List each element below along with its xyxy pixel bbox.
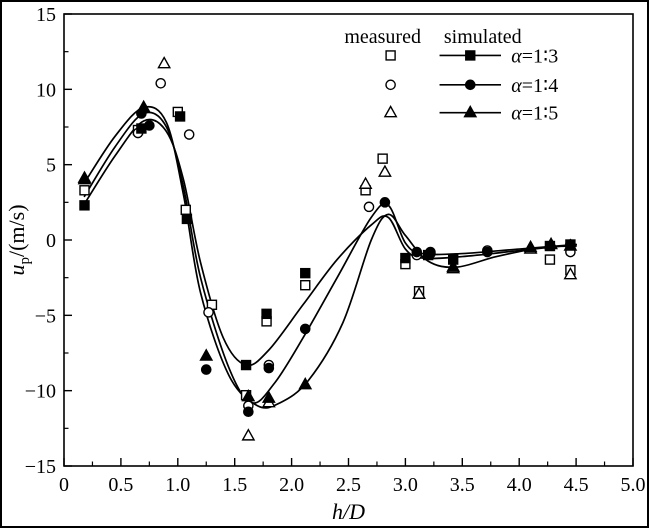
y-tick-label: 5 [46, 155, 56, 177]
filled-square-marker [465, 50, 476, 61]
y-tick-label: 10 [36, 79, 56, 101]
axes: 0 0.5 1.0 1.5 2.0 2.5 3.0 3.5 4.0 4.5 5.0 −15 −10 −5 0… [4, 4, 646, 524]
open-triangle-marker [563, 267, 578, 280]
open-circle-marker [363, 201, 375, 213]
open-circle-marker [385, 79, 396, 91]
y-tick-label: 0 [46, 230, 56, 252]
x-tick-label: 4.5 [564, 474, 589, 496]
filled-square-marker [79, 200, 90, 211]
open-square-marker [300, 280, 311, 291]
filled-triangle-marker [298, 377, 313, 390]
filled-circle-marker [144, 120, 155, 131]
x-tick-label: 3.0 [393, 474, 418, 496]
open-triangle-marker [383, 105, 398, 118]
open-circle-marker [203, 307, 214, 318]
filled-circle-marker [263, 362, 275, 374]
filled-triangle-marker [136, 99, 151, 113]
filled-circle-marker [425, 246, 436, 258]
simulated-1-5-line [83, 105, 577, 409]
open-triangle-marker [157, 56, 172, 69]
open-circle-marker [183, 129, 195, 140]
legend-entry-square: α=1∶3 [385, 45, 558, 67]
open-triangle-marker [378, 164, 392, 177]
open-triangle-marker [241, 428, 256, 441]
filled-triangle-marker [523, 239, 538, 253]
filled-circle-marker [200, 364, 212, 375]
filled-triangle-marker [241, 389, 256, 402]
x-tick-label: 2.0 [279, 474, 304, 496]
legend-measured-header: measured [344, 26, 421, 48]
filled-triangle-marker [463, 105, 478, 118]
legend-entry-label: α=1∶4 [511, 75, 558, 97]
x-tick-label: 2.5 [336, 474, 361, 496]
filled-circle-marker [411, 246, 423, 258]
open-square-marker [377, 153, 388, 164]
series [77, 56, 578, 441]
open-square-marker [180, 204, 191, 216]
open-circle-marker [155, 78, 167, 89]
filled-square-marker [300, 267, 311, 279]
y-axis-title: up/(m/s) [4, 204, 33, 275]
legend-entry-label: α=1∶3 [511, 45, 558, 67]
measured-1-5-points [77, 56, 578, 441]
filled-square-marker [174, 111, 186, 122]
simulated-1-3-line [83, 118, 577, 367]
x-tick-label: 4.0 [507, 474, 532, 496]
filled-square-marker [400, 252, 411, 264]
x-tick-label: 0.5 [108, 474, 133, 496]
open-triangle-marker [412, 286, 426, 299]
filled-triangle-marker [261, 390, 276, 403]
filled-square-marker [181, 213, 193, 225]
open-square-marker [79, 185, 90, 196]
open-square-marker [544, 254, 556, 265]
filled-square-marker [240, 359, 252, 371]
legend-entry-triangle: α=1∶5 [383, 103, 558, 125]
filled-triangle-marker [544, 236, 558, 250]
simulated-1-3-points [79, 111, 576, 371]
legend-entry-label: α=1∶5 [511, 103, 558, 125]
legend-simulated-header: simulated [444, 26, 522, 48]
y-tick-label: −10 [25, 381, 56, 403]
measured-1-3-points [79, 106, 576, 401]
x-tick-label: 3.5 [450, 474, 475, 496]
y-tick-label: −15 [25, 456, 56, 478]
filled-circle-marker [379, 197, 391, 208]
filled-triangle-marker [446, 259, 461, 272]
filled-triangle-marker [563, 238, 578, 251]
legend-entry-circle: α=1∶4 [385, 75, 558, 97]
x-axis-title: h/D [332, 499, 365, 524]
filled-circle-marker [464, 79, 476, 91]
x-tick-label: 0 [59, 474, 69, 496]
simulated-1-4-line [83, 111, 577, 404]
x-tick-label: 1.5 [222, 474, 247, 496]
filled-square-marker [261, 308, 272, 320]
filled-triangle-marker [199, 348, 214, 361]
x-tick-label: 1.0 [165, 474, 190, 496]
filled-circle-marker [243, 406, 254, 418]
open-square-marker [385, 50, 396, 61]
open-triangle-marker [358, 176, 373, 189]
simulated-1-4-points [136, 108, 576, 418]
filled-circle-marker [299, 323, 311, 335]
y-tick-label: −5 [35, 305, 56, 327]
y-tick-label: 15 [36, 4, 56, 26]
filled-triangle-marker [77, 172, 92, 185]
x-tick-label: 5.0 [621, 474, 646, 496]
simulated-1-5-points [77, 99, 578, 403]
filled-circle-marker [482, 246, 493, 258]
